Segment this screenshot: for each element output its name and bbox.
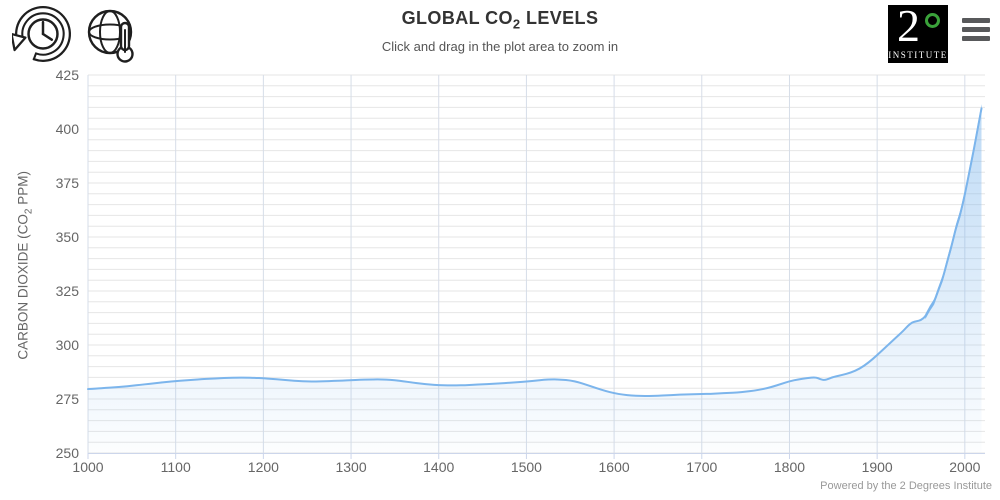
x-tick-label: 1800 (774, 459, 805, 475)
x-tick-label: 1100 (161, 459, 191, 475)
y-tick-label: 275 (56, 391, 80, 407)
x-tick-label: 1300 (335, 459, 366, 475)
y-tick-label: 350 (56, 229, 80, 245)
menu-bar-icon (962, 36, 990, 41)
menu-bar-icon (962, 18, 990, 23)
x-tick-label: 1000 (72, 459, 103, 475)
logo-number: 2 (897, 0, 920, 51)
menu-bar-icon (962, 27, 990, 32)
page-title: GLOBAL CO2 LEVELS (401, 8, 599, 32)
x-tick-label: 2000 (949, 459, 980, 475)
globe-thermometer-icon[interactable] (85, 6, 141, 69)
chart-header: GLOBAL CO2 LEVELS Click and drag in the … (200, 8, 800, 54)
co2-area-fill (88, 108, 982, 453)
y-tick-label: 250 (56, 445, 80, 461)
logo-institute-text: INSTITUTE (888, 50, 948, 60)
hamburger-menu-button[interactable] (962, 18, 990, 45)
y-tick-label: 325 (56, 283, 80, 299)
x-tick-label: 1400 (423, 459, 454, 475)
x-tick-label: 1500 (511, 459, 542, 475)
degree-circle-icon (925, 13, 940, 28)
y-tick-label: 300 (56, 337, 80, 353)
y-tick-label: 400 (56, 121, 80, 137)
co2-line (87, 107, 983, 397)
credit-text: Powered by the 2 Degrees Institute (820, 480, 992, 492)
x-tick-label: 1600 (599, 459, 630, 475)
institute-logo[interactable]: 2 INSTITUTE (888, 1, 948, 63)
x-tick-label: 1700 (686, 459, 717, 475)
history-clock-icon[interactable] (10, 3, 74, 70)
x-tick-label: 1200 (248, 459, 279, 475)
y-tick-label: 425 (56, 67, 80, 83)
y-tick-label: 375 (56, 175, 80, 191)
x-tick-label: 1900 (862, 459, 893, 475)
page-subtitle: Click and drag in the plot area to zoom … (381, 38, 619, 54)
y-axis-title: CARBON DIOXIDE (CO2 PPM) (15, 171, 35, 360)
